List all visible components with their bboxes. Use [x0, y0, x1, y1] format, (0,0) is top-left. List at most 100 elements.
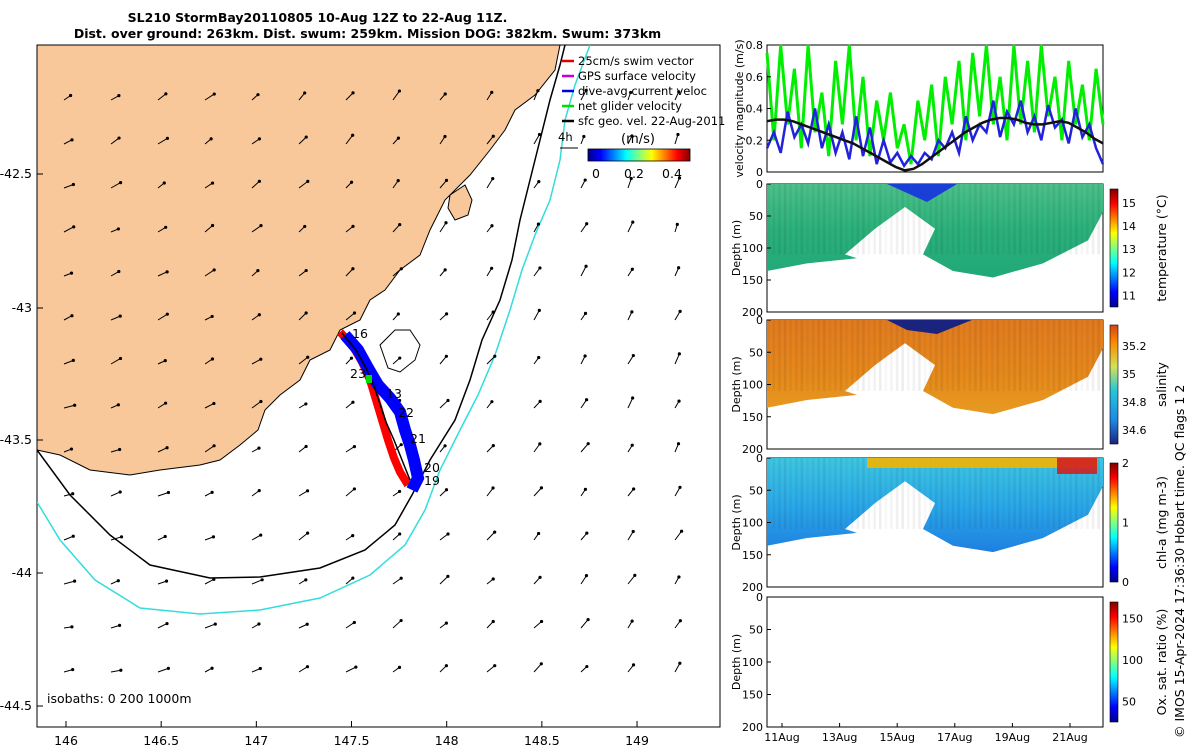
- time-tick-label: 21Aug: [1052, 731, 1087, 744]
- ytick-label: 200: [742, 721, 763, 734]
- panel-colorbar: [1109, 601, 1119, 723]
- velocity-series: [766, 116, 1104, 172]
- speed-colorbar: [587, 148, 691, 162]
- ytick-label: 0: [756, 314, 763, 327]
- colorbar-tick-label: 11: [1122, 289, 1136, 302]
- ytick-label: 200: [742, 581, 763, 594]
- glider-track: [337, 329, 425, 493]
- panel-ylabel: Depth (m): [730, 220, 743, 276]
- map-xtick-label: 146.5: [143, 733, 179, 748]
- ytick-label: 150: [742, 274, 763, 287]
- ytick-label: 150: [742, 411, 763, 424]
- ytick-label: 0.4: [746, 103, 764, 116]
- ytick-label: 100: [742, 656, 763, 669]
- map-xtick-label: 149: [625, 733, 649, 748]
- time-tick-label: 17Aug: [937, 731, 972, 744]
- map-ytick-label: -44: [12, 565, 32, 580]
- colorbar-tick-label: 50: [1122, 695, 1136, 708]
- colorbar-tick-label: 2: [1122, 457, 1129, 470]
- legend-label: sfc geo. vel. 22-Aug-2011: [578, 114, 725, 128]
- title-line-2: Dist. over ground: 263km. Dist. swum: 25…: [73, 26, 662, 41]
- ytick-label: 0.2: [746, 134, 764, 147]
- colorbar-tick-label: 0.2: [624, 166, 644, 181]
- colorbar-tick-label: 34.8: [1122, 396, 1147, 409]
- velocity-series: [765, 44, 1105, 165]
- map-ytick-label: -43: [12, 300, 32, 315]
- profile-panel-3: 0 50 100 150 200 Depth (m) 0 1 2 chl-a (mg m-3): [730, 452, 1169, 594]
- map-xtick-label: 146: [54, 733, 78, 748]
- colorbar-tick-label: 0.4: [662, 166, 682, 181]
- ytick-label: 0: [756, 166, 763, 179]
- isobath-caption: isobaths: 0 200 1000m: [47, 691, 192, 706]
- vector-scale-label: 4h: [558, 130, 573, 144]
- colorbar-tick-label: 0: [1122, 576, 1129, 589]
- ytick-label: 100: [742, 242, 763, 255]
- legend-label: net glider velocity: [578, 99, 682, 113]
- colorbar-tick-label: 13: [1122, 243, 1136, 256]
- panel-colorbar: [1109, 462, 1119, 583]
- time-tick-label: 19Aug: [995, 731, 1030, 744]
- colorbar-tick-label: 15: [1122, 197, 1136, 210]
- ytick-label: 100: [742, 517, 763, 530]
- title-line-1: SL210 StormBay20110805 10-Aug 12Z to 22-…: [127, 10, 508, 25]
- colorbar-tick-label: 35: [1122, 368, 1136, 381]
- isobath-1000m: [37, 45, 591, 615]
- colorbar-tick-label: 0: [592, 166, 600, 181]
- track-day-label: 22: [398, 405, 414, 420]
- colorbar-label: salinity: [1154, 361, 1169, 406]
- profile-heatmap: [767, 184, 1103, 278]
- ytick-label: 150: [742, 689, 763, 702]
- profile-panel-1: 0 50 100 150 200 Depth (m) 11 12 13 14 15 temperatu…: [730, 178, 1169, 319]
- colorbar-label: Ox. sat. ratio (%): [1154, 609, 1169, 716]
- track-day-label: 13: [386, 386, 402, 401]
- ytick-label: 50: [749, 624, 763, 637]
- track-day-label: 21: [410, 431, 426, 446]
- colorbar-tick-label: 14: [1122, 220, 1136, 233]
- velocity-series: [765, 100, 1105, 169]
- colorbar-tick-label: 1: [1122, 517, 1129, 530]
- track-day-label: 23: [350, 366, 366, 381]
- ytick-label: 0.8: [746, 39, 764, 52]
- surface-velocity-vectors: [63, 88, 684, 673]
- map-ytick-label: -42.5: [0, 166, 32, 181]
- map-xtick-label: 148.5: [524, 733, 560, 748]
- map-xtick-label: 147: [244, 733, 268, 748]
- colorbar-tick-label: 35.2: [1122, 340, 1147, 353]
- panel-ylabel: Depth (m): [730, 634, 743, 690]
- panel-ylabel: Depth (m): [730, 494, 743, 550]
- ytick-label: 0: [756, 178, 763, 191]
- isobath-200m: [37, 45, 566, 579]
- colorbar-tick-label: 100: [1122, 654, 1143, 667]
- tasmania-land: [37, 45, 561, 476]
- colorbar-tick-label: 12: [1122, 266, 1136, 279]
- panel-colorbar: [1109, 188, 1119, 308]
- legend-label: dive-avg current veloc: [578, 84, 707, 98]
- colorbar-label: temperature (°C): [1154, 194, 1169, 301]
- copyright-qc-note: © IMOS 15-Apr-2024 17:36:30 Hobart time.…: [1172, 385, 1187, 738]
- panel-colorbar: [1109, 324, 1119, 445]
- colorbar-label: chl-a (mg m-3): [1154, 476, 1169, 569]
- panel-ylabel: Depth (m): [730, 356, 743, 412]
- ytick-label: 0.6: [746, 71, 764, 84]
- track-day-label: 20: [424, 460, 440, 475]
- ytick-label: 0: [756, 591, 763, 604]
- map-ytick-label: -44.5: [0, 698, 32, 713]
- map-xtick-label: 147.5: [334, 733, 370, 748]
- peninsula-land: [379, 329, 421, 373]
- island-land: [447, 184, 473, 221]
- track-day-label: 19: [424, 473, 440, 488]
- ytick-label: 50: [749, 346, 763, 359]
- ytick-label: 200: [742, 443, 763, 456]
- profile-panel-4: 0 50 100 150 200 Depth (m) 50 100 150 Ox. sat. ra…: [730, 591, 1169, 734]
- profile-heatmap: [767, 320, 1103, 415]
- colorbar-tick-label: 150: [1122, 613, 1143, 626]
- profile-panel-2: 0 50 100 150 200 Depth (m) 34.6 34.8 35 35.2 salin…: [730, 314, 1169, 456]
- ytick-label: 200: [742, 306, 763, 319]
- colorbar-title: (m/s): [621, 132, 655, 147]
- time-tick-label: 15Aug: [879, 731, 914, 744]
- legend-label: GPS surface velocity: [578, 69, 696, 83]
- colorbar-tick-label: 34.6: [1122, 424, 1147, 437]
